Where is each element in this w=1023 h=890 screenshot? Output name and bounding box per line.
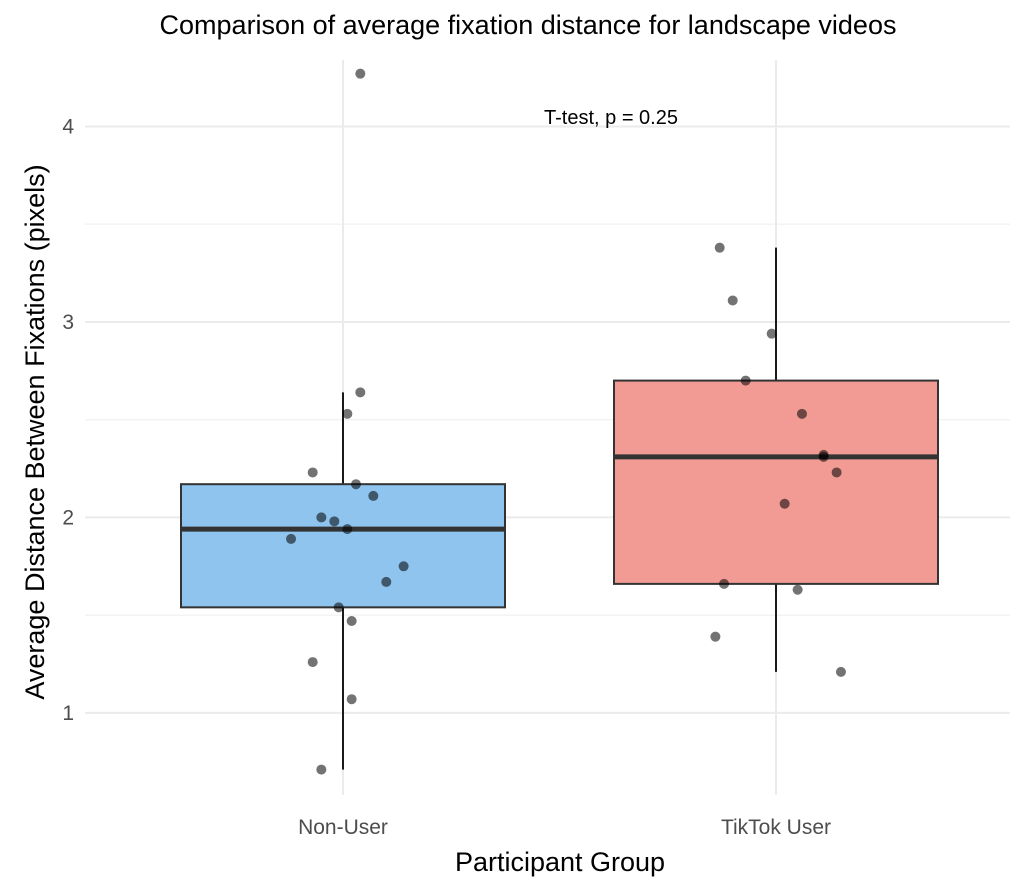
y-tick-label: 2 xyxy=(62,506,74,529)
point-tiktok-user xyxy=(719,578,730,589)
point-non-user xyxy=(307,657,318,668)
x-tick-label-non-user: Non-User xyxy=(298,816,388,839)
x-tick-label-tiktok-user: TikTok User xyxy=(721,816,831,839)
point-tiktok-user xyxy=(779,498,790,509)
point-non-user xyxy=(333,602,344,613)
point-non-user xyxy=(346,616,357,627)
point-tiktok-user xyxy=(766,328,777,339)
y-tick-label: 4 xyxy=(62,115,74,138)
y-tick-labels: 1 2 3 4 xyxy=(62,115,74,724)
point-non-user xyxy=(342,408,353,419)
point-non-user xyxy=(381,576,392,587)
x-axis-title: Participant Group xyxy=(455,847,665,877)
point-tiktok-user xyxy=(818,451,829,462)
point-tiktok-user xyxy=(727,295,738,306)
y-tick-label: 1 xyxy=(62,702,74,725)
point-non-user xyxy=(368,490,379,501)
point-non-user xyxy=(286,533,297,544)
point-tiktok-user xyxy=(740,375,751,386)
boxes xyxy=(180,247,939,770)
point-non-user xyxy=(307,467,318,478)
point-tiktok-user xyxy=(796,408,807,419)
chart-title: Comparison of average fixation distance … xyxy=(160,10,897,40)
y-axis-title: Average Distance Between Fixations (pixe… xyxy=(20,164,50,699)
point-tiktok-user xyxy=(835,666,846,677)
point-tiktok-user xyxy=(792,584,803,595)
point-non-user xyxy=(316,512,327,523)
point-non-user xyxy=(355,68,366,79)
y-tick-label: 3 xyxy=(62,311,74,334)
point-non-user xyxy=(329,516,340,527)
point-non-user xyxy=(346,694,357,705)
box-tiktok-user xyxy=(613,379,939,585)
point-non-user xyxy=(350,479,361,490)
point-tiktok-user xyxy=(710,631,721,642)
point-non-user xyxy=(398,561,409,572)
box-non-user xyxy=(180,483,506,609)
point-tiktok-user xyxy=(714,242,725,253)
point-non-user xyxy=(316,764,327,775)
x-tick-labels: Non-User TikTok User xyxy=(298,816,831,839)
t-test-annotation: T-test, p = 0.25 xyxy=(544,107,678,129)
point-non-user xyxy=(342,524,353,535)
point-tiktok-user xyxy=(831,467,842,478)
data-points xyxy=(286,68,846,775)
point-non-user xyxy=(355,387,366,398)
